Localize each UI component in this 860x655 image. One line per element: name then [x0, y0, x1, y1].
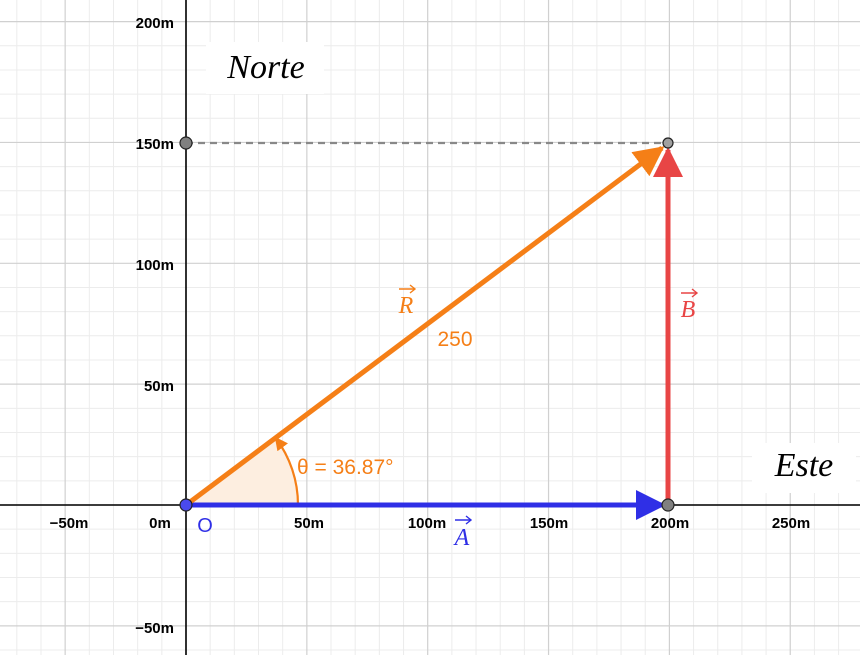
vector-r-label-arrow: [399, 284, 417, 294]
y-axis-150-point[interactable]: [179, 136, 193, 150]
vector-a-label-arrow: [455, 515, 473, 525]
north-label: Norte: [226, 49, 304, 86]
x-tick-label: 200m: [651, 515, 689, 532]
vector-a-label: A: [453, 525, 470, 551]
north-label-bg: [206, 42, 324, 94]
east-label-bg: [752, 443, 856, 493]
end-point[interactable]: [662, 137, 674, 149]
magnitude-r-label: 250: [437, 328, 472, 351]
angle-arc: [274, 436, 300, 506]
x-tick-labels: −50m 0m 50m 100m 150m 200m 250m: [50, 515, 811, 532]
y-tick-labels: 200m 150m 100m 50m −50m: [135, 15, 174, 637]
y-tick-label: 100m: [136, 257, 174, 274]
x-tick-label: 100m: [408, 515, 446, 532]
east-point[interactable]: [661, 498, 675, 512]
vector-b-label: B: [681, 297, 696, 323]
x-tick-label: 150m: [530, 515, 568, 532]
angle-sector: [186, 437, 298, 505]
x-tick-label: 50m: [294, 515, 324, 532]
origin-label: O: [197, 515, 213, 537]
y-tick-label: −50m: [135, 620, 174, 637]
x-tick-label: 0m: [149, 515, 171, 532]
y-tick-label: 200m: [136, 15, 174, 32]
vector-b-label-arrow: [681, 288, 699, 298]
origin-point[interactable]: [179, 498, 193, 512]
x-tick-label: −50m: [50, 515, 89, 532]
y-tick-label: 150m: [136, 136, 174, 153]
vector-r: [184, 146, 665, 507]
east-label: Este: [774, 447, 834, 484]
x-tick-label: 250m: [772, 515, 810, 532]
y-tick-label: 50m: [144, 378, 174, 395]
vector-r-label: R: [398, 293, 414, 319]
angle-label: θ = 36.87°: [297, 456, 394, 479]
